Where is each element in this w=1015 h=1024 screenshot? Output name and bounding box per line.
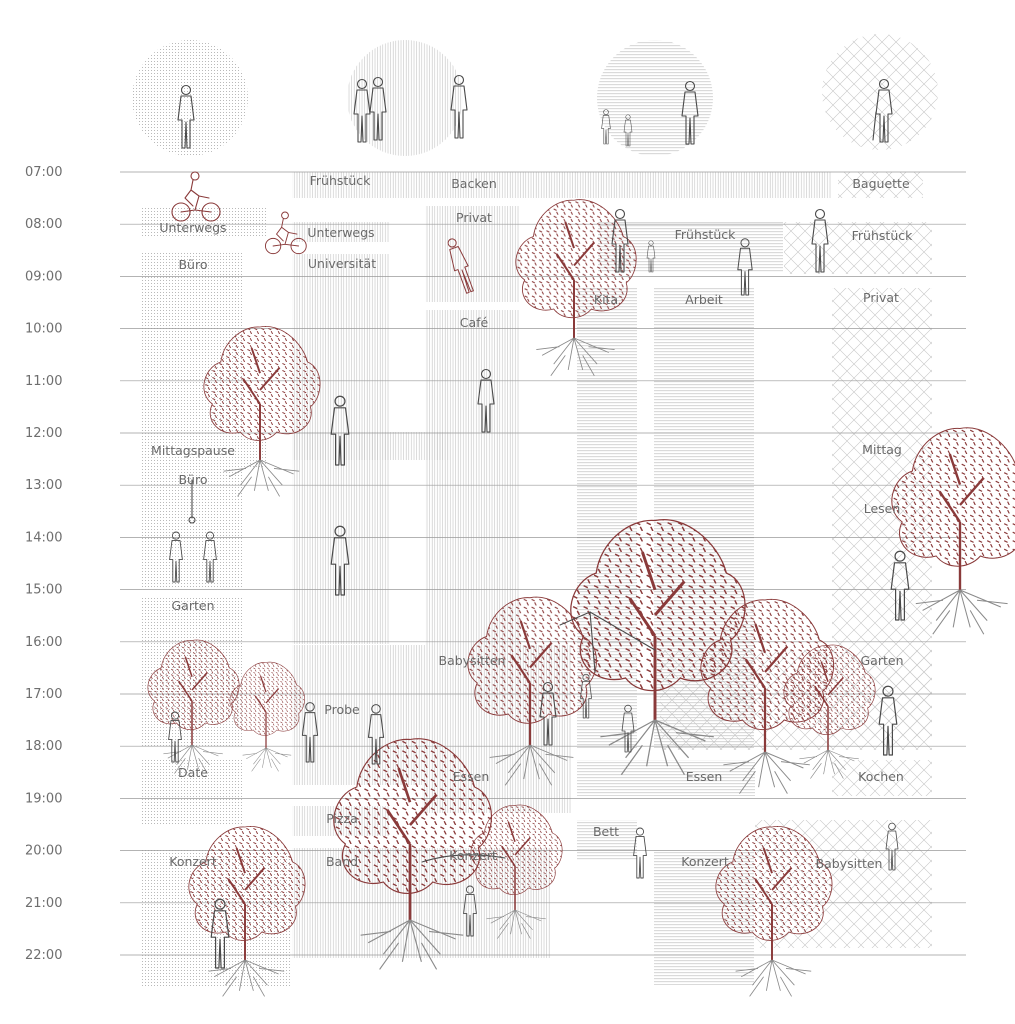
activity-label: Privat [863,290,899,305]
activity-label: Frühstück [310,173,371,188]
activity-label: Baguette [852,176,910,191]
activity-label: Essen [453,769,490,784]
time-label: 14:00 [25,530,62,545]
time-label: 21:00 [25,896,62,911]
activity-label: Konzert [681,854,729,869]
time-label: 07:00 [25,165,62,180]
activity-label: Konzert [169,854,217,869]
time-label: 12:00 [25,426,62,441]
column-header-3 [597,40,713,156]
people [168,171,910,969]
activity-label: Babysitten [439,653,506,668]
time-axis: 07:00 08:00 09:00 10:00 11:00 12:00 13:00 14:00… [25,165,62,963]
time-label: 17:00 [25,687,62,702]
activity-label: Frühstück [852,228,913,243]
activity-label: Kita [594,292,618,307]
activity-label: Babysitten [816,856,883,871]
column-header-2 [347,40,468,156]
activity-label: Café [460,315,489,330]
activity-label: Universität [308,256,376,271]
activity-label: Unterwegs [307,225,374,240]
activity-label: Pizza [326,811,358,826]
activity-label: Kochen [858,769,904,784]
activity-label: Lesen [864,501,901,516]
activity-label: Essen [686,769,723,784]
column-header-1 [132,40,248,156]
time-label: 16:00 [25,635,62,650]
activity-labels: Frühstück Backen Baguette Unterwegs Unte… [151,173,913,871]
time-label: 20:00 [25,844,62,859]
activity-label: Privat [456,210,492,225]
activity-label: Arbeit [685,292,723,307]
activity-label: Mittagspause [151,443,235,458]
activity-label: Bett [593,824,619,839]
time-label: 08:00 [25,217,62,232]
activity-label: Backen [451,176,497,191]
activity-label: Date [178,765,208,780]
activity-label: Garten [861,653,904,668]
activity-label: Büro [178,472,207,487]
time-label: 13:00 [25,478,62,493]
activity-label: Probe [324,702,360,717]
time-label: 09:00 [25,269,62,284]
activity-label: Mittag [862,442,902,457]
activity-label: Konzert [449,848,497,863]
time-label: 19:00 [25,791,62,806]
column-header-4 [822,34,938,150]
time-label: 10:00 [25,322,62,337]
time-label: 18:00 [25,739,62,754]
activity-label: Büro [178,257,207,272]
activity-label: Unterwegs [159,220,226,235]
time-label: 15:00 [25,583,62,598]
time-label: 22:00 [25,948,62,963]
time-label: 11:00 [25,374,62,389]
activity-label: Frühstück [675,227,736,242]
activity-label: Band [326,854,358,869]
activity-label: Garten [172,598,215,613]
